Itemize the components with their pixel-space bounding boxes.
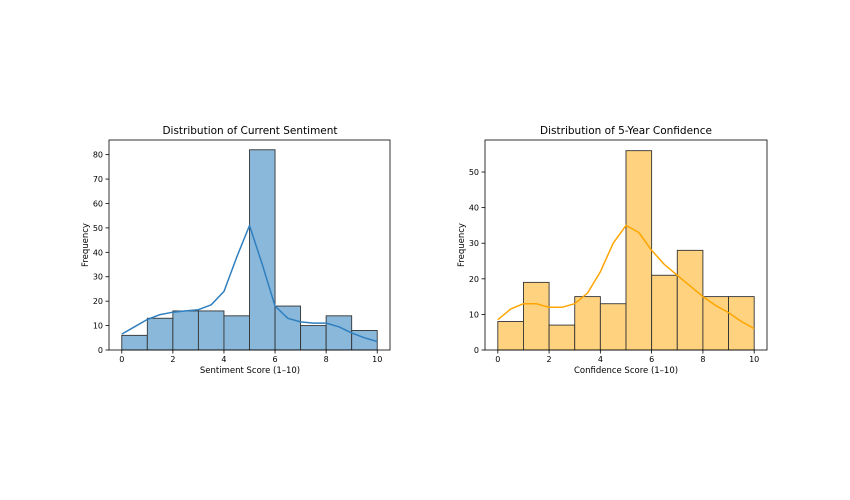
kde-curve [497,224,755,330]
x-tick-label: 2 [170,355,175,364]
histogram-bar [325,315,353,351]
histogram-bar [274,305,302,351]
x-tick-label: 8 [700,355,705,364]
y-tick-label: 30 [469,239,479,248]
x-tick-label: 6 [649,355,654,364]
plot-area: 0 2 4 6 8 10 0 10 20 30 40 50 60 70 80 [93,139,391,364]
kde-curve [121,224,378,343]
x-tick-label: 10 [749,355,759,364]
histogram-bar [121,334,148,351]
histogram-bar [249,149,276,351]
histogram-bar [497,321,524,351]
x-tick-label: 4 [221,355,226,364]
y-tick-label: 10 [469,310,479,319]
histogram-bar [197,310,225,351]
y-tick-label: 80 [93,151,103,160]
histogram-bar [146,317,174,351]
y-tick-label: 60 [93,199,103,208]
y-axis-label: Frequency [457,223,467,267]
y-tick-label: 20 [93,297,103,306]
x-tick-label: 0 [495,355,500,364]
chart-current-sentiment: Distribution of Current Sentiment Sentim… [81,125,391,376]
axes-frame [484,139,768,351]
y-tick-label: 40 [469,204,479,213]
chart-five-year-confidence: Distribution of 5-Year Confidence Confid… [457,125,768,376]
histogram-bar [728,296,755,351]
y-tick-label: 40 [93,248,103,257]
y-tick-label: 50 [93,224,103,233]
x-tick-label: 8 [324,355,329,364]
y-tick-label: 70 [93,175,103,184]
x-tick-label: 0 [119,355,124,364]
histogram-bar [651,274,678,351]
histogram-bar [676,249,704,351]
x-axis-label: Sentiment Score (1–10) [200,366,300,376]
histogram-bar [223,315,250,351]
x-tick-label: 4 [598,355,603,364]
x-tick-label: 10 [372,355,382,364]
y-tick-label: 0 [474,346,479,355]
y-tick-label: 50 [469,168,479,177]
y-tick-label: 30 [93,273,103,282]
histogram-bar [172,310,199,351]
chart-title: Distribution of Current Sentiment [162,125,337,137]
y-tick-label: 20 [469,275,479,284]
histogram-bar [300,325,327,351]
histogram-bar [625,150,653,351]
axes-frame [108,139,391,351]
histogram-bar [574,296,601,351]
histogram-bar [548,324,576,351]
chart-title: Distribution of 5-Year Confidence [540,125,712,137]
x-tick-label: 2 [547,355,552,364]
plot-area: 0 2 4 6 8 10 0 10 20 30 40 50 [469,139,768,364]
histogram-bar [523,281,550,351]
y-tick-label: 10 [93,322,103,331]
x-tick-label: 6 [272,355,277,364]
y-tick-label: 0 [98,346,103,355]
histogram-bar [599,303,627,351]
x-axis-label: Confidence Score (1–10) [574,366,678,376]
y-axis-label: Frequency [81,223,91,267]
